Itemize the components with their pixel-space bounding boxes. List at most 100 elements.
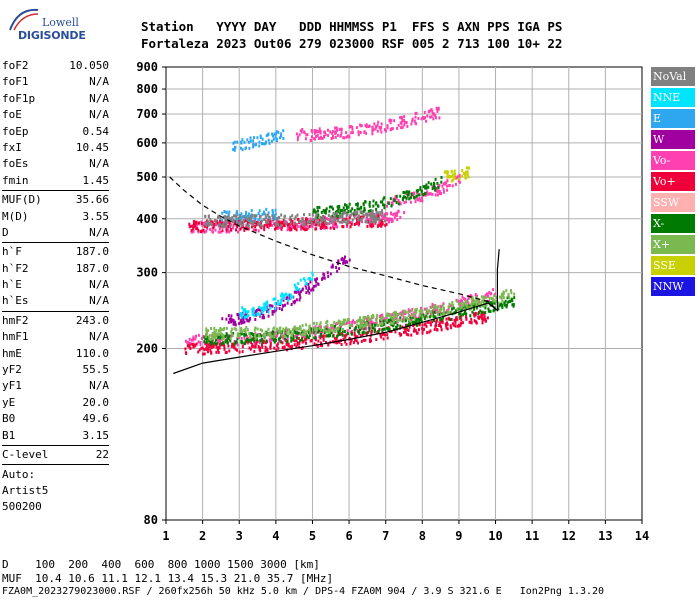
echo-point: [246, 222, 249, 225]
echo-point: [440, 328, 443, 332]
echo-point: [364, 316, 367, 319]
echo-point: [205, 335, 208, 339]
echo-point: [297, 135, 299, 139]
echo-point: [458, 309, 461, 313]
echo-point: [423, 317, 426, 321]
y-tick-label: 400: [136, 212, 158, 226]
echo-point: [504, 299, 507, 303]
echo-point: [378, 328, 381, 331]
echo-point: [480, 312, 483, 316]
echo-point: [349, 326, 351, 330]
echo-point: [463, 304, 466, 308]
echo-point: [253, 219, 256, 223]
echo-point: [283, 221, 286, 225]
echo-point: [422, 185, 425, 189]
echo-point: [409, 200, 412, 204]
echo-point: [382, 323, 385, 326]
echo-point: [287, 344, 290, 348]
echo-point: [247, 227, 250, 231]
echo-point: [351, 125, 354, 129]
echo-point: [397, 202, 400, 206]
echo-point: [299, 327, 302, 331]
echo-point: [430, 182, 433, 186]
echo-point: [477, 312, 480, 316]
echo-point: [483, 301, 486, 305]
param-value: N/A: [89, 157, 109, 171]
echo-point: [351, 131, 354, 135]
echo-point: [371, 129, 374, 133]
echo-point: [247, 314, 249, 317]
echo-point: [459, 323, 462, 327]
echo-point: [375, 318, 378, 321]
echo-point: [413, 312, 416, 316]
echo-point: [334, 322, 337, 326]
echo-point: [498, 304, 501, 308]
echo-point: [484, 317, 487, 321]
echo-point: [216, 348, 219, 352]
echo-point: [375, 319, 378, 323]
echo-point: [261, 345, 264, 349]
echo-point: [322, 334, 325, 338]
echo-point: [318, 127, 321, 131]
echo-point: [283, 224, 286, 228]
echo-point: [329, 218, 332, 222]
echo-point: [240, 140, 243, 144]
echo-point: [217, 335, 220, 339]
autoscaling-line: Auto:: [2, 468, 36, 482]
echo-point: [255, 339, 258, 343]
echo-point: [356, 341, 359, 345]
echo-point: [375, 207, 378, 211]
echo-point: [451, 173, 454, 177]
echo-point: [334, 329, 337, 333]
echo-point: [445, 170, 448, 174]
echo-point: [290, 303, 293, 306]
echo-point: [359, 210, 362, 214]
echo-point: [448, 302, 451, 306]
echo-point: [387, 218, 390, 222]
echo-point: [513, 296, 516, 300]
echo-point: [393, 311, 395, 315]
echo-point: [282, 336, 285, 340]
echo-point: [357, 215, 360, 219]
echo-point: [411, 117, 414, 121]
echo-point: [362, 213, 365, 217]
echo-point: [275, 226, 277, 230]
echo-point: [263, 334, 265, 338]
echo-point: [192, 335, 195, 339]
echo-point: [275, 219, 278, 223]
echo-point: [230, 334, 233, 338]
echo-point: [318, 335, 321, 339]
param-row: MUF(D) 35.66: [2, 192, 109, 208]
echo-point: [445, 324, 448, 328]
echo-point: [399, 318, 401, 322]
echo-point: [311, 135, 313, 139]
echo-point: [252, 228, 255, 232]
echo-point: [455, 309, 458, 313]
echo-point: [294, 227, 296, 230]
x-tick-label: 3: [236, 529, 243, 543]
echo-point: [300, 223, 303, 227]
echo-point: [503, 301, 506, 305]
echo-point: [328, 222, 331, 226]
echo-point: [267, 333, 270, 337]
echo-point: [275, 338, 277, 342]
echo-point: [419, 187, 422, 191]
echo-point: [314, 333, 317, 337]
echo-point: [368, 124, 371, 128]
echo-point: [437, 310, 440, 314]
echo-point: [372, 204, 375, 208]
echo-point: [274, 297, 277, 301]
echo-point: [404, 327, 407, 331]
echo-point: [267, 211, 270, 215]
param-row: h`E N/A: [2, 277, 109, 293]
echo-point: [236, 220, 239, 224]
echo-point: [443, 170, 446, 174]
echo-point: [446, 184, 449, 188]
echo-point: [261, 316, 264, 320]
echo-point: [251, 338, 254, 342]
echo-point: [304, 284, 307, 288]
echo-point: [342, 225, 345, 229]
echo-point: [421, 192, 423, 196]
echo-point: [226, 215, 229, 219]
echo-point: [412, 324, 415, 327]
